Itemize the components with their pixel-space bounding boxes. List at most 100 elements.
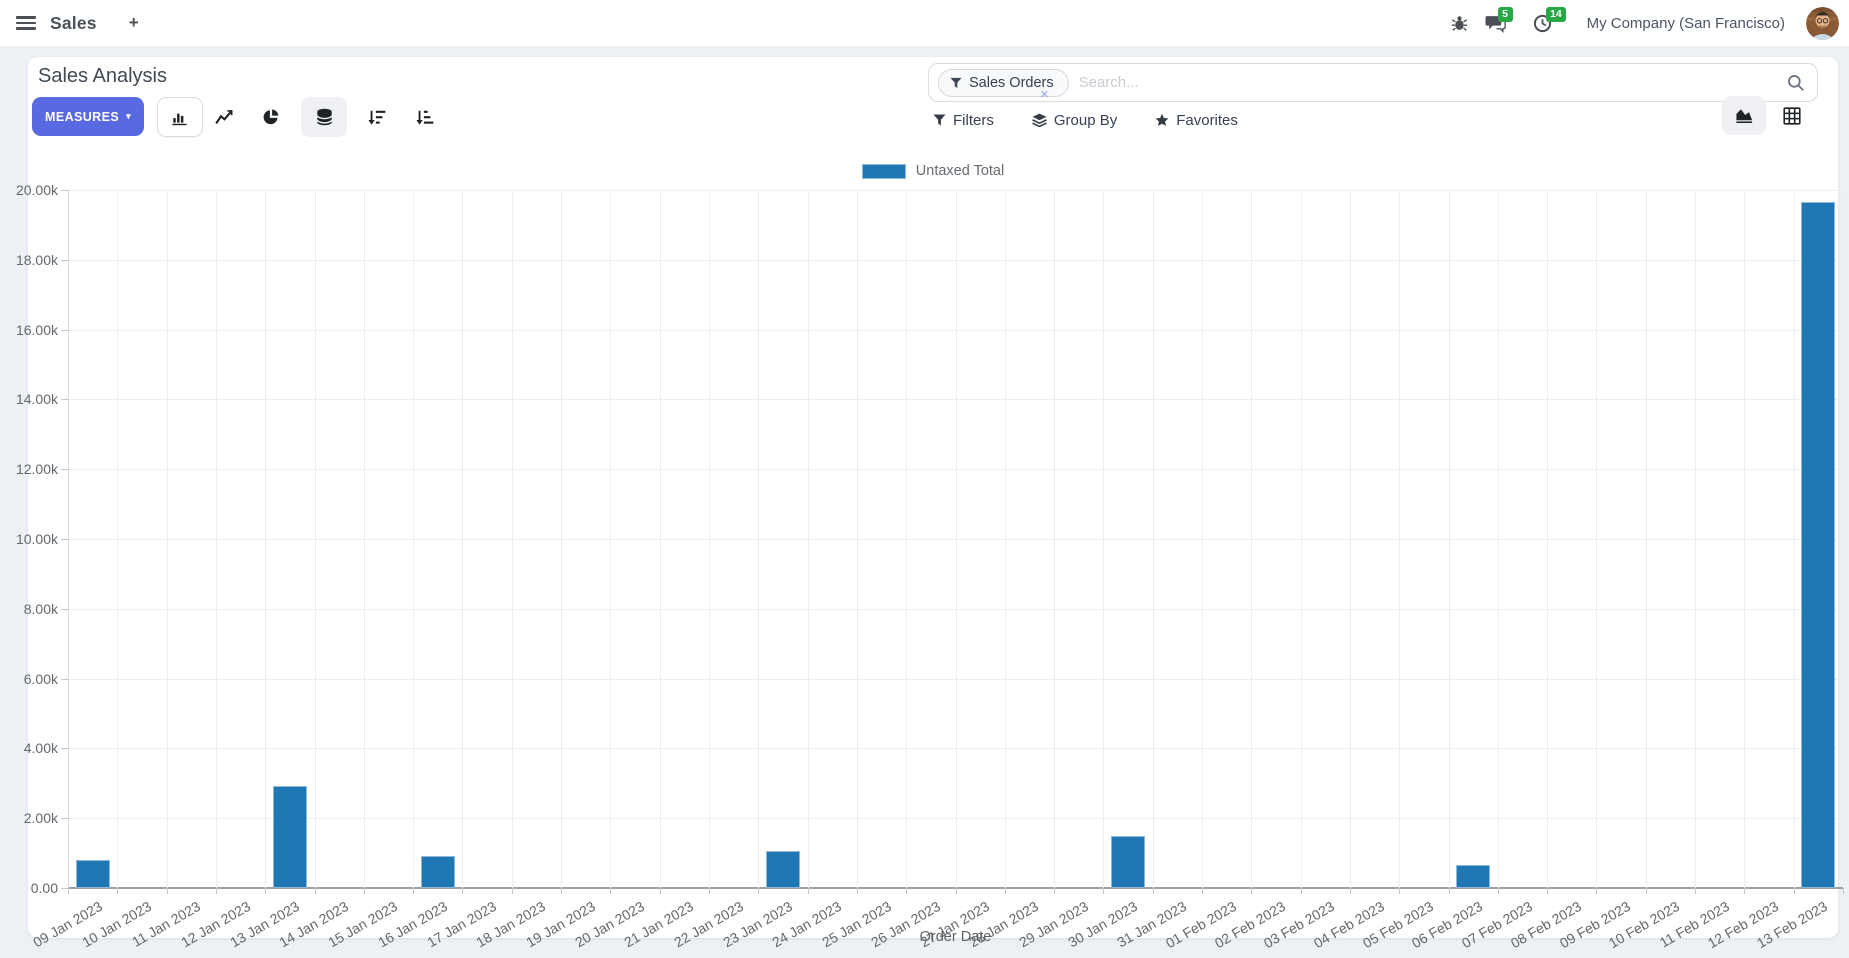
chart-bar[interactable] <box>1456 864 1491 888</box>
measures-button[interactable]: MEASURES ▾ <box>32 97 144 136</box>
gridline <box>906 190 908 888</box>
y-axis-line <box>68 190 69 888</box>
y-axis-label: 0.00 <box>30 880 58 896</box>
x-axis-tick <box>413 888 415 894</box>
gridline <box>659 190 661 888</box>
gridline <box>462 190 464 888</box>
gridline <box>1645 190 1647 888</box>
search-input[interactable] <box>1078 74 1777 91</box>
chart-legend[interactable]: Untaxed Total <box>28 163 1838 179</box>
x-axis-tick <box>1103 888 1105 894</box>
x-axis-tick <box>758 888 760 894</box>
company-switcher[interactable]: My Company (San Francisco) <box>1586 14 1785 32</box>
chart-type-bar-button[interactable] <box>157 97 203 137</box>
chart-bar[interactable] <box>75 860 110 888</box>
gridline <box>758 190 760 888</box>
facet-remove-icon[interactable]: × <box>1040 86 1049 103</box>
y-axis-tick <box>61 190 68 191</box>
x-axis-tick <box>1547 888 1549 894</box>
y-axis-tick <box>61 469 68 471</box>
gridline <box>1300 190 1302 888</box>
gridline <box>1695 190 1697 888</box>
group-by-layers-icon <box>1032 113 1047 127</box>
gridline <box>511 190 513 888</box>
gridline <box>610 190 612 888</box>
chart-type-line-button[interactable] <box>201 97 247 137</box>
pivot-view-button[interactable] <box>1770 96 1814 135</box>
gridline <box>1497 190 1499 888</box>
gridline <box>955 190 957 888</box>
y-axis-label: 6.00k <box>23 670 58 687</box>
filters-button[interactable]: Filters <box>933 112 994 129</box>
messages-icon[interactable]: 5 <box>1485 6 1513 33</box>
x-axis-tick <box>1645 888 1647 894</box>
stacked-database-icon <box>316 108 332 126</box>
chart-bar[interactable] <box>765 851 800 888</box>
app-name[interactable]: Sales <box>50 12 97 33</box>
legend-swatch <box>861 163 906 179</box>
menu-hamburger-icon[interactable] <box>16 16 36 30</box>
search-facet-sales-orders[interactable]: Sales Orders <box>938 68 1069 97</box>
gridline <box>117 190 119 888</box>
group-by-button[interactable]: Group By <box>1032 112 1117 129</box>
x-axis-tick <box>68 888 69 894</box>
gridline <box>807 190 809 888</box>
gridline <box>413 190 415 888</box>
x-axis-tick <box>1251 888 1253 894</box>
sort-ascending-icon <box>416 110 434 125</box>
gridline <box>1596 190 1598 888</box>
y-axis-tick <box>61 329 68 331</box>
user-avatar[interactable] <box>1806 6 1839 40</box>
activities-clock-icon[interactable]: 14 <box>1533 6 1567 33</box>
x-axis-tick <box>1843 888 1844 894</box>
x-axis-tick <box>117 888 119 894</box>
gridline <box>708 190 710 888</box>
gridline <box>1349 190 1351 888</box>
gridline <box>1004 190 1006 888</box>
messages-count-badge[interactable]: 5 <box>1497 6 1513 22</box>
gridline <box>1103 190 1105 888</box>
chart-bar[interactable] <box>420 855 455 888</box>
activities-count-badge[interactable]: 14 <box>1545 6 1567 22</box>
gridline <box>1202 190 1204 888</box>
gridline <box>1054 190 1056 888</box>
y-axis-label: 12.00k <box>15 461 58 478</box>
x-axis-tick <box>1497 888 1499 894</box>
gridline <box>1399 190 1401 888</box>
page-title: Sales Analysis <box>38 65 167 87</box>
search-bar[interactable]: Sales Orders <box>928 63 1818 102</box>
new-tab-plus-icon[interactable]: + <box>128 13 139 32</box>
x-axis-tick <box>1152 888 1154 894</box>
stacked-toggle-button[interactable] <box>301 97 347 137</box>
x-axis-tick <box>1448 888 1450 894</box>
chart-bar[interactable] <box>272 785 307 888</box>
chevron-down-icon: ▾ <box>126 111 131 121</box>
x-axis-tick <box>1004 888 1006 894</box>
bar-chart-icon <box>172 113 187 126</box>
chart-bar[interactable] <box>1801 201 1836 888</box>
graph-view-button[interactable] <box>1722 96 1766 135</box>
chart-type-pie-button[interactable] <box>248 97 294 137</box>
x-axis-tick <box>166 888 168 894</box>
gridline <box>561 190 563 888</box>
y-axis-label: 2.00k <box>23 810 58 827</box>
chart-bar[interactable] <box>1111 835 1146 888</box>
gridline <box>1547 190 1549 888</box>
bar-chart-plot-area: 0.00 2.00k 4.00k 6.00k 8.00k 10.00k 12.00k 14.0… <box>16 182 1844 951</box>
y-axis-tick <box>61 399 68 401</box>
search-icon[interactable] <box>1787 74 1805 92</box>
favorites-button[interactable]: Favorites <box>1155 112 1238 129</box>
sort-ascending-button[interactable] <box>402 97 448 137</box>
x-axis-tick <box>265 888 267 894</box>
debug-bug-icon[interactable] <box>1451 15 1468 32</box>
x-axis-tick <box>1744 888 1746 894</box>
x-axis-tick <box>1596 888 1598 894</box>
x-axis-tick <box>708 888 710 894</box>
x-axis-tick <box>314 888 316 894</box>
y-axis-tick <box>61 608 68 610</box>
gridline <box>166 190 168 888</box>
graph-view-card: Sales Analysis Sales Orders × MEASURES ▾ <box>16 57 1844 951</box>
sort-descending-button[interactable] <box>354 97 400 137</box>
x-axis-tick <box>659 888 661 894</box>
y-axis-tick <box>61 888 68 889</box>
